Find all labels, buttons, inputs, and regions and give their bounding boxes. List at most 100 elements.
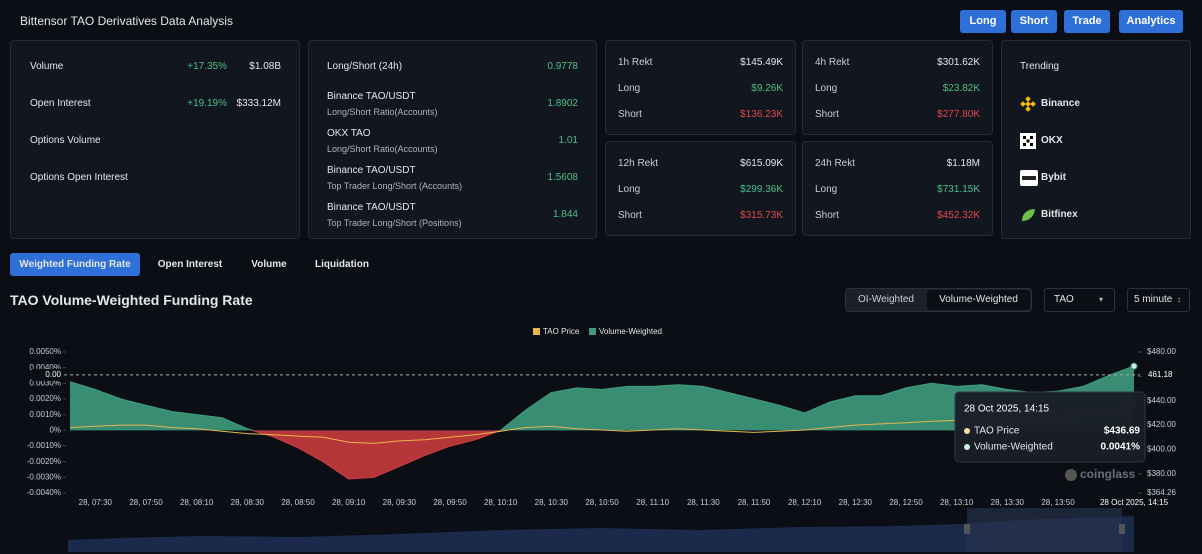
legend-label: Volume-Weighted <box>599 327 662 336</box>
trending-panel: Trending Binance OKX Bybit Bitfinex <box>1001 40 1191 239</box>
tooltip-value: 0.0041% <box>1101 442 1141 453</box>
chart-title: TAO Volume-Weighted Funding Rate <box>10 292 253 308</box>
y2-tick-label: $364.26 <box>1147 488 1176 497</box>
tooltip-box <box>954 391 1146 463</box>
interval-select[interactable]: 5 minute <box>1127 288 1190 312</box>
hover-point <box>1130 362 1138 370</box>
rekt-short-label: Short <box>618 109 642 120</box>
chart: 0.0050% 0.0040% 0.0030% 0.0020% 0.0010% 0% -0.… <box>27 327 1182 552</box>
tooltip-dot <box>964 428 970 434</box>
trending-item[interactable]: Bitfinex <box>1041 209 1078 220</box>
rekt-long-label: Long <box>618 83 641 94</box>
rekt-long: $23.82K <box>942 83 980 94</box>
tab[interactable]: Volume <box>251 259 287 270</box>
exchange-icon <box>1020 133 1038 149</box>
y-tick-label: 0.0050% <box>29 347 61 356</box>
rekt-title: 1h Rekt <box>618 57 653 68</box>
ratio-exchange: Binance TAO/USDT <box>327 202 416 213</box>
asset-select[interactable]: TAO <box>1044 288 1115 312</box>
navigator-handle[interactable] <box>1119 524 1125 534</box>
tooltip-name: Volume-Weighted <box>974 442 1053 453</box>
x-tick-label: 28, 10:10 <box>484 498 518 507</box>
tab[interactable]: Liquidation <box>315 259 369 270</box>
x-tick-label: 28, 12:10 <box>788 498 822 507</box>
y2-tick-label: $380.00 <box>1147 469 1176 478</box>
trending-item[interactable]: Bybit <box>1041 172 1066 183</box>
x-tick-label: 28, 08:10 <box>180 498 214 507</box>
y-tick-label: 0.0010% <box>29 410 61 419</box>
rekt-short-label: Short <box>815 109 839 120</box>
ratio-value: 1.01 <box>558 135 578 146</box>
y-tick-label: -0.0010% <box>27 441 61 450</box>
y2-tick-label: $400.00 <box>1147 445 1176 454</box>
rekt-long: $299.36K <box>740 184 783 195</box>
ratio-panel: Long/Short (24h) 0.9778 Binance TAO/USDT Lo… <box>308 40 597 239</box>
y2-tick-label: $440.00 <box>1147 396 1176 405</box>
tab[interactable]: Weighted Funding Rate <box>10 253 140 276</box>
x-tick-label: 28, 08:50 <box>281 498 315 507</box>
tooltip-dot <box>964 444 970 450</box>
rekt-short: $277.80K <box>937 109 980 120</box>
crosshair-label-box <box>32 368 64 381</box>
stat-label: Open Interest <box>30 98 91 109</box>
y-tick-label: -0.0040% <box>27 488 61 497</box>
x-tick-label: 28, 09:10 <box>332 498 366 507</box>
stat-label: Options Volume <box>30 135 101 146</box>
header-button[interactable]: Long <box>960 10 1006 33</box>
rekt-panel: 12h Rekt $615.09K Long $299.36K Short $315.73… <box>605 141 796 236</box>
rekt-title: 4h Rekt <box>815 57 850 68</box>
navigator-handle[interactable] <box>964 524 970 534</box>
rekt-total: $1.18M <box>946 158 980 169</box>
rekt-panel: 24h Rekt $1.18M Long $731.15K Short $452.32K <box>802 141 993 236</box>
header-button[interactable]: Short <box>1011 10 1057 33</box>
x-tick-label: 28, 07:50 <box>129 498 163 507</box>
ratio-exchange: OKX TAO <box>327 128 371 139</box>
header-button[interactable]: Trade <box>1064 10 1110 33</box>
x-tick-label: 28, 12:50 <box>889 498 923 507</box>
select-caret: ↕ <box>1177 295 1181 304</box>
x-tick-label: 28, 10:30 <box>535 498 569 507</box>
x-tick-label: 28, 08:30 <box>231 498 265 507</box>
trending-item[interactable]: Binance <box>1041 98 1080 109</box>
header-button[interactable]: Analytics <box>1119 10 1183 33</box>
rekt-panel: 4h Rekt $301.62K Long $23.82K Short $277.80K <box>802 40 993 135</box>
rekt-long-label: Long <box>815 184 838 195</box>
stat-change: +17.35% <box>187 61 227 72</box>
rekt-short: $136.23K <box>740 109 783 120</box>
select-caret: ▾ <box>1099 295 1104 304</box>
tooltip-value: $436.69 <box>1104 426 1141 437</box>
stat-value: $1.08B <box>249 61 281 72</box>
tab[interactable]: Open Interest <box>157 259 223 270</box>
rekt-title: 12h Rekt <box>618 158 659 169</box>
legend-label: TAO Price <box>543 327 580 336</box>
rekt-long-label: Long <box>618 184 641 195</box>
toggle-option[interactable]: OI-Weighted <box>858 294 914 305</box>
ratio-exchange: Binance TAO/USDT <box>327 91 416 102</box>
rekt-long: $9.26K <box>751 83 783 94</box>
x-tick-label: 28, 11:10 <box>636 498 669 507</box>
ratio-value: 1.5608 <box>547 172 578 183</box>
x-tick-label: 28, 09:50 <box>433 498 467 507</box>
ratio-metric: Top Trader Long/Short (Positions) <box>327 218 462 228</box>
ratio-exchange: Long/Short (24h) <box>327 61 403 72</box>
x-tick-label: 28 Oct 2025, 14:15 <box>1100 498 1169 507</box>
rekt-total: $615.09K <box>740 158 783 169</box>
navigator-area <box>68 516 1134 552</box>
y2-tick-label: $420.00 <box>1147 420 1176 429</box>
trending-item[interactable]: OKX <box>1041 135 1063 146</box>
legend-swatch <box>533 328 540 335</box>
x-tick-label: 28, 09:30 <box>383 498 417 507</box>
ratio-exchange: Binance TAO/USDT <box>327 165 416 176</box>
ratio-value: 1.844 <box>552 209 578 220</box>
crosshair-label: 461.18 <box>1148 370 1173 379</box>
toggle-option[interactable]: Volume-Weighted <box>927 290 1030 310</box>
tooltip-name: TAO Price <box>974 426 1020 437</box>
x-tick-label: 28, 13:30 <box>991 498 1025 507</box>
y2-tick-label: $480.00 <box>1147 347 1176 356</box>
navigator-window[interactable] <box>967 508 1122 552</box>
x-tick-label: 28, 11:30 <box>687 498 720 507</box>
crosshair-label-box <box>1142 368 1182 381</box>
rekt-total: $301.62K <box>937 57 980 68</box>
rekt-short-label: Short <box>618 210 642 221</box>
